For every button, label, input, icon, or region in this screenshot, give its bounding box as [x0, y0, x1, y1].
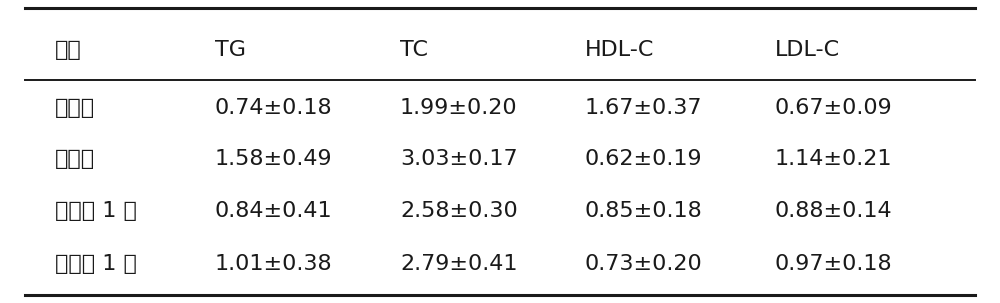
Text: 1.58±0.49: 1.58±0.49	[215, 149, 333, 169]
Text: 0.67±0.09: 0.67±0.09	[775, 98, 893, 118]
Text: 1.99±0.20: 1.99±0.20	[400, 98, 518, 118]
Text: 0.97±0.18: 0.97±0.18	[775, 254, 893, 274]
Text: 正常组: 正常组	[55, 98, 95, 118]
Text: 模型组: 模型组	[55, 149, 95, 169]
Text: HDL-C: HDL-C	[585, 40, 654, 60]
Text: 0.88±0.14: 0.88±0.14	[775, 201, 893, 221]
Text: TC: TC	[400, 40, 428, 60]
Text: 0.73±0.20: 0.73±0.20	[585, 254, 703, 274]
Text: TG: TG	[215, 40, 246, 60]
Text: 对比例 1 组: 对比例 1 组	[55, 254, 137, 274]
Text: 1.14±0.21: 1.14±0.21	[775, 149, 893, 169]
Text: 3.03±0.17: 3.03±0.17	[400, 149, 518, 169]
Text: 0.62±0.19: 0.62±0.19	[585, 149, 703, 169]
Text: 0.74±0.18: 0.74±0.18	[215, 98, 333, 118]
Text: 0.85±0.18: 0.85±0.18	[585, 201, 703, 221]
Text: 2.79±0.41: 2.79±0.41	[400, 254, 518, 274]
Text: 组别: 组别	[55, 40, 82, 60]
Text: 2.58±0.30: 2.58±0.30	[400, 201, 518, 221]
Text: LDL-C: LDL-C	[775, 40, 840, 60]
Text: 0.84±0.41: 0.84±0.41	[215, 201, 333, 221]
Text: 实施例 1 组: 实施例 1 组	[55, 201, 137, 221]
Text: 1.67±0.37: 1.67±0.37	[585, 98, 702, 118]
Text: 1.01±0.38: 1.01±0.38	[215, 254, 333, 274]
